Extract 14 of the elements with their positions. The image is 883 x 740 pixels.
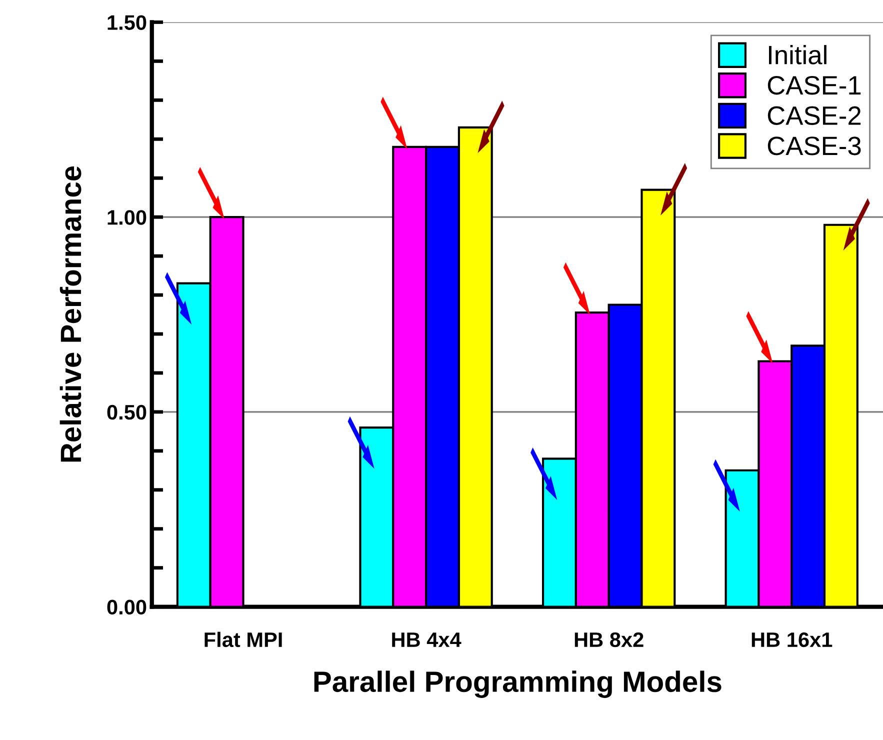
legend-label: CASE-1 <box>768 76 861 95</box>
y-tick-label: 1.00 <box>108 210 146 225</box>
x-axis-title: Parallel Programming Models <box>314 670 722 698</box>
legend-label: CASE-2 <box>768 106 861 125</box>
x-tick-label: Flat MPI <box>204 632 282 648</box>
y-tick-label: 0.00 <box>107 600 146 615</box>
legend-label: Initial <box>769 45 826 64</box>
y-tick-label: 1.50 <box>108 15 146 30</box>
x-tick-label: HB 4x4 <box>392 632 462 647</box>
y-axis-title: Relative Performance <box>60 166 82 462</box>
legend-label: CASE-3 <box>768 136 861 156</box>
x-tick-label: HB 16x1 <box>752 632 832 648</box>
y-tick-label: 0.50 <box>107 404 146 420</box>
x-tick-label: HB 8x2 <box>574 632 644 648</box>
